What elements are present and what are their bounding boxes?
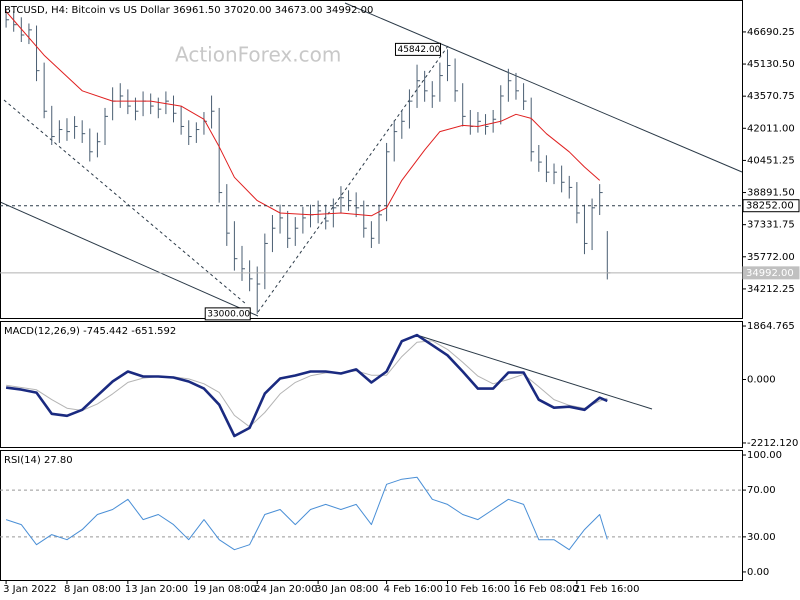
y-tick-label: 100.00: [747, 450, 782, 461]
pane-frame: [0, 450, 743, 581]
annotation-box: [204, 307, 251, 321]
y-tick-label: 34212.25: [747, 284, 795, 295]
y-tick-label: -2212.120: [747, 438, 798, 449]
x-tick-label: 19 Jan 08:00: [193, 584, 256, 595]
x-tick-label: 24 Jan 20:00: [254, 584, 317, 595]
y-tick-label: 70.00: [747, 485, 776, 496]
x-tick-label: 30 Jan 08:00: [315, 584, 378, 595]
macd-trend-line: [419, 335, 653, 410]
x-tick-label: 4 Feb 16:00: [384, 584, 443, 595]
pane-frame: [0, 0, 743, 319]
x-tick-label: 21 Feb 16:00: [574, 584, 640, 595]
pane: 100.00 70.00 30.00 0.00 RSI(14) 27.80 3 Jan 2…: [0, 450, 782, 595]
y-tick-label: 37331.75: [747, 220, 795, 231]
pane: 1864.765 0.000 -2212.120 MACD(12,26,9) -745…: [0, 321, 798, 449]
y-tick-label: 46690.25: [747, 27, 795, 38]
watermark: ActionForex.com: [175, 43, 341, 67]
price-label-box: [742, 266, 800, 280]
y-tick-label: 35772.00: [747, 252, 795, 263]
pane-frame: [0, 321, 743, 448]
y-tick-label: 45130.50: [747, 59, 795, 70]
x-tick-label: 3 Jan 2022: [3, 584, 57, 595]
pane-title: MACD(12,26,9) -745.442 -651.592: [4, 326, 176, 337]
x-tick-label: 10 Feb 16:00: [444, 584, 510, 595]
pane-title: RSI(14) 27.80: [4, 455, 73, 466]
series-line: [5, 11, 601, 217]
x-tick-label: 13 Jan 20:00: [125, 584, 188, 595]
pane-title: BTCUSD, H4: Bitcoin vs US Dollar 36961.5…: [4, 5, 373, 16]
x-tick-label: 16 Feb 08:00: [513, 584, 579, 595]
x-tick-label: 8 Jan 08:00: [64, 584, 121, 595]
y-tick-label: 40451.25: [747, 155, 795, 166]
trend-line: [0, 201, 259, 317]
y-tick-label: 38891.50: [747, 188, 795, 199]
series-line: [5, 333, 608, 438]
trend-line: [344, 2, 743, 173]
y-tick-label: 1864.765: [747, 321, 795, 332]
trend-line: [3, 99, 247, 305]
pane: 46690.25 45130.50 43570.75 42011.00 40451.25…: [0, 0, 800, 321]
y-tick-label: 43570.75: [747, 91, 795, 102]
annotation-label: 45842.00: [397, 45, 440, 55]
y-tick-label: 30.00: [747, 532, 776, 543]
y-tick-label: 0.00: [747, 567, 769, 578]
y-tick-label: 0.000: [747, 375, 776, 386]
series-line: [6, 340, 608, 428]
annotation-label: 33000.00: [207, 309, 250, 319]
price-label: 34992.00: [746, 268, 794, 279]
trend-line: [257, 45, 449, 313]
series-line: [5, 476, 608, 551]
y-tick-label: 42011.00: [747, 123, 795, 134]
annotation-box: [394, 42, 441, 56]
price-label-box: [742, 199, 800, 213]
price-label: 38252.00: [746, 201, 794, 212]
